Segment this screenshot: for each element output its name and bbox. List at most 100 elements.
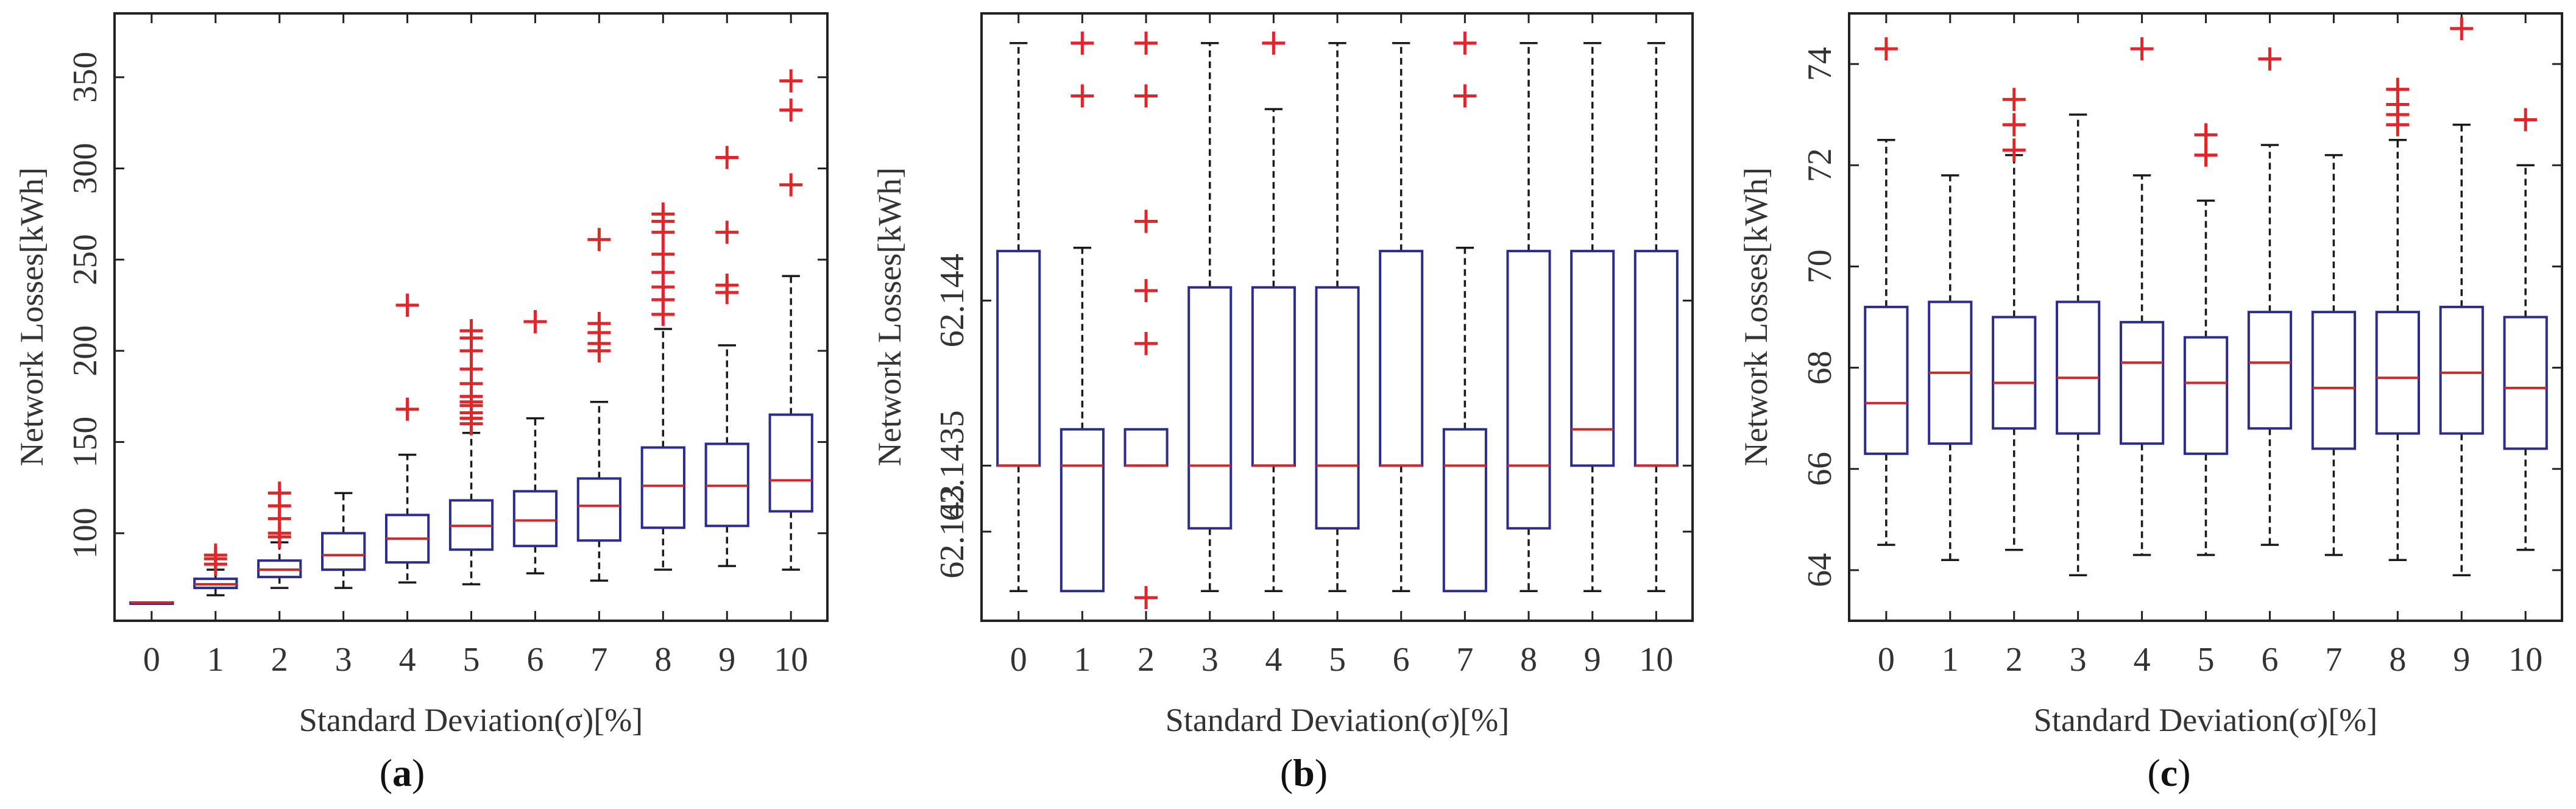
box-8 [1506,42,1551,592]
outlier-marker [779,69,803,93]
outlier-marker [587,228,611,252]
x-tick-label: 10 [1639,641,1673,679]
x-tick-label: 7 [2325,641,2342,679]
box-body [576,477,622,542]
y-tick-label: 74 [1801,47,1839,81]
outlier-marker [1134,210,1158,233]
outlier-marker [1874,37,1898,61]
box-body [768,413,813,513]
outlier-marker [2194,123,2218,147]
x-tick-label: 1 [1074,641,1091,679]
x-tick-label: 6 [2261,641,2278,679]
x-tick-label: 7 [590,641,607,679]
outlier-marker [1134,31,1158,55]
box-10 [768,69,813,571]
y-tick-label: 200 [66,325,104,376]
x-tick-label: 5 [463,641,480,679]
x-tick-label: 8 [2389,641,2406,679]
outlier-marker [2002,113,2026,136]
x-tick-label: 4 [399,641,416,679]
outlier-marker [1453,84,1477,108]
box-body [1315,286,1360,530]
outlier-marker [1134,84,1158,108]
outlier-marker [2194,143,2218,167]
box-10 [1633,42,1679,592]
box-2 [1992,88,2037,551]
plot-a-frame [113,12,829,622]
x-tick-label: 10 [774,641,808,679]
x-tick-label: 7 [1456,641,1473,679]
box-body [996,250,1041,467]
outlier-marker [779,173,803,197]
y-tick-label: 68 [1801,351,1839,385]
box-0 [996,42,1041,592]
outlier-marker [1134,331,1158,355]
outlier-marker [587,311,611,335]
plot-b-caption-open: ( [1280,751,1293,794]
y-tick-label: 70 [1801,249,1839,283]
y-tick-label: 150 [66,417,104,468]
box-1 [1060,31,1105,593]
x-tick-label: 0 [1010,641,1027,679]
box-7 [2311,154,2357,556]
box-body [1506,250,1551,530]
box-body [1123,428,1169,467]
plot-b-caption-letter: b [1293,751,1315,794]
box-3 [321,492,366,589]
box-body [321,532,366,571]
box-body [1633,250,1679,467]
outlier-marker [1070,31,1094,55]
outlier-marker [715,221,739,244]
box-1 [193,543,238,596]
box-body [1379,250,1424,467]
box-0 [129,601,174,606]
box-body [1864,305,1909,455]
outlier-marker [779,98,803,122]
box-2 [257,481,302,589]
box-7 [576,228,622,582]
plot-c-frame [1848,12,2563,622]
plot-a-caption-close: ) [412,751,425,794]
plot-a-caption-letter: a [392,751,412,794]
x-tick-label: 1 [207,641,224,679]
box-body [2503,316,2548,450]
plot-b-frame [980,12,1694,622]
outlier-marker [2386,77,2410,101]
x-tick-label: 0 [1878,641,1895,679]
x-tick-label: 3 [1201,641,1219,679]
x-tick-label: 5 [1329,641,1346,679]
box-6 [1379,42,1424,592]
x-tick-label: 2 [2006,641,2023,679]
x-tick-label: 6 [1393,641,1410,679]
x-tick-label: 9 [718,641,735,679]
plot-b-caption: (b) [1280,751,1328,794]
box-4 [384,294,430,584]
outlier-marker [1134,586,1158,610]
box-9 [2439,16,2484,576]
y-tick-label: 64 [1801,553,1839,587]
y-tick-label: 100 [66,507,104,559]
box-body [640,446,685,529]
y-tick-label: 66 [1801,452,1839,486]
box-1 [1928,174,1973,562]
box-5 [2183,123,2229,556]
panel-c: 64 66 68 70 72 74 0 1 2 3 4 5 6 7 8 9 10 Network Losses[… [1738,12,2563,794]
box-body [2247,311,2293,430]
y-tick-label: 72 [1801,148,1839,182]
outlier-marker [2514,108,2538,132]
x-tick-label: 3 [2070,641,2087,679]
plot-c-caption-letter: c [2160,751,2178,794]
box-5 [448,319,494,585]
box-9 [1570,42,1615,592]
box-body [1570,250,1615,467]
box-0 [1864,37,1909,546]
box-6 [2247,47,2293,546]
plot-a-caption: (a) [380,751,425,794]
box-body [1442,428,1487,593]
y-tick-label: 62.143 [933,485,971,579]
plot-b-xlabel: Standard Deviation(σ)[%] [1166,702,1509,738]
plot-b-ylabel: Network Losses[kWh] [871,168,908,466]
outlier-marker [523,309,547,333]
